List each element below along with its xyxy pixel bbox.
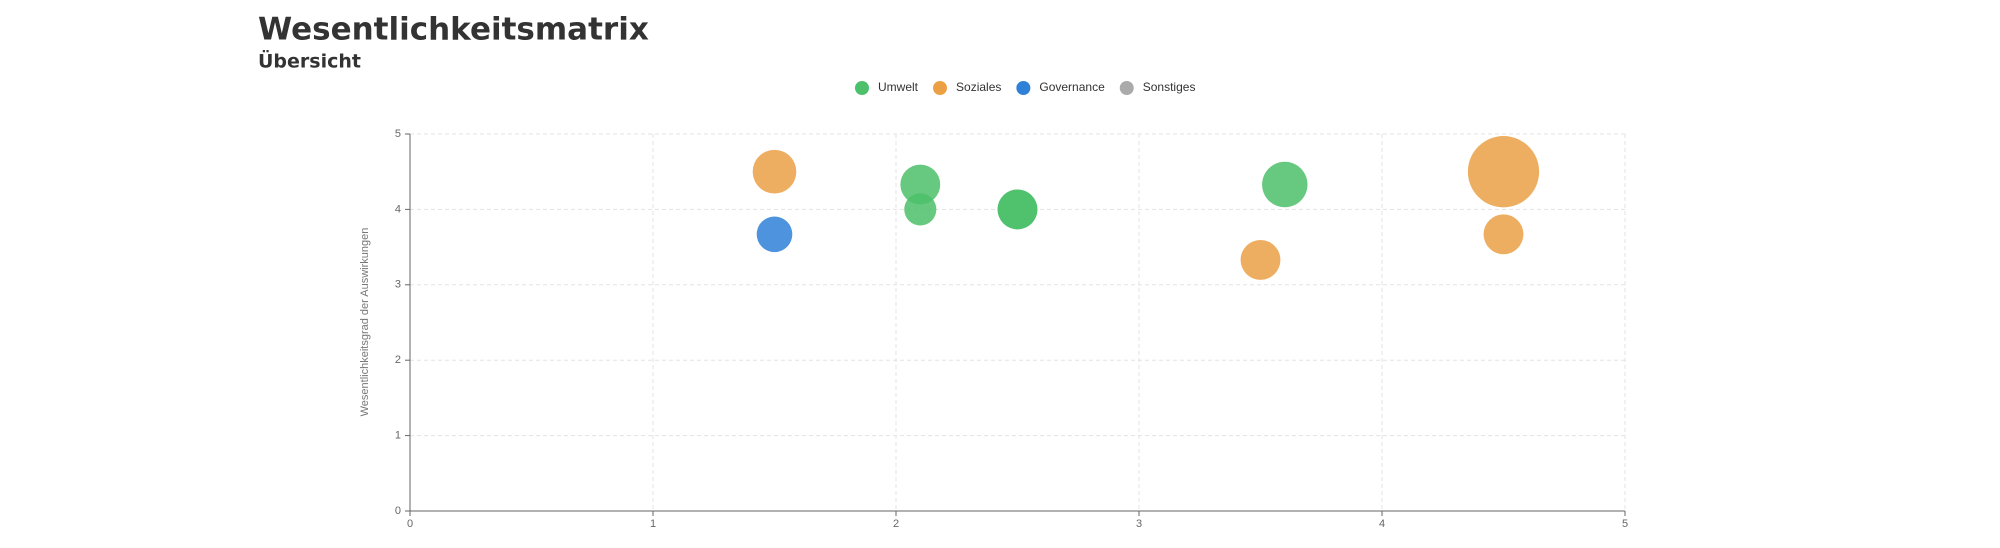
y-tick-label: 1	[395, 430, 401, 442]
bubble	[1262, 161, 1308, 208]
bubble	[1483, 214, 1524, 255]
x-tick-label: 0	[407, 518, 413, 530]
y-tick-label: 0	[395, 505, 401, 517]
y-tick-label: 5	[395, 128, 401, 140]
chart-title: Wesentlichkeitsmatrix	[258, 12, 649, 48]
bubble	[900, 164, 941, 205]
bubble	[1240, 239, 1281, 280]
x-tick-label: 4	[1379, 518, 1385, 530]
y-axis-label: Wesentlichkeitsgrad der Auswirkungen	[359, 228, 371, 417]
bubble	[1467, 136, 1540, 208]
x-tick-label: 3	[1136, 518, 1142, 530]
chart-subtitle: Übersicht	[258, 49, 361, 73]
x-tick-label: 1	[650, 518, 656, 530]
y-tick-label: 2	[395, 354, 401, 366]
legend-label: Sonstiges	[1143, 80, 1196, 94]
bubble	[904, 193, 937, 226]
legend-label: Soziales	[956, 80, 1001, 94]
legend-marker	[1016, 81, 1031, 95]
legend-label: Umwelt	[878, 80, 919, 94]
legend-marker	[933, 81, 948, 95]
legend-label: Governance	[1039, 80, 1105, 94]
bubble	[997, 189, 1038, 230]
y-tick-label: 4	[395, 203, 401, 215]
legend-marker	[855, 81, 869, 95]
y-tick-label: 3	[395, 279, 401, 291]
bubble	[752, 149, 797, 194]
x-tick-label: 5	[1622, 518, 1628, 530]
x-tick-label: 2	[893, 518, 899, 530]
bubble	[756, 216, 793, 253]
legend-marker	[1119, 81, 1134, 95]
